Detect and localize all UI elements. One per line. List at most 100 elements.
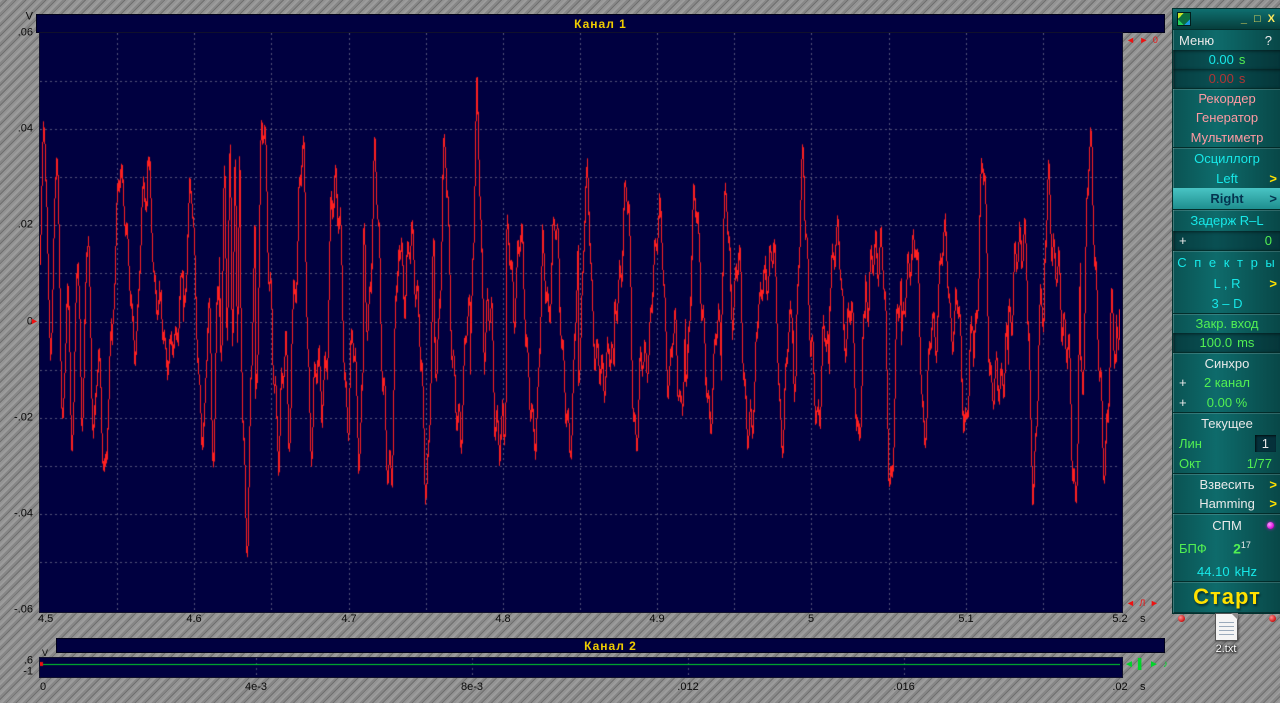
channel2-canvas[interactable] [40,658,1120,675]
channel1-y-unit: V [25,10,33,23]
channel2-title: Канал 2 [584,638,637,653]
start-button-label: Старт [1193,584,1261,609]
desktop-shortcut[interactable]: 2.txt [1198,613,1254,655]
panel-closed-input-time[interactable]: 100.0 ms [1173,333,1280,352]
text-label: L , R [1213,275,1241,291]
cursor-readout-top: ◄ ► 0 [1126,35,1159,45]
panel-start[interactable]: Старт [1173,581,1280,612]
text-label: Рекордер [1198,91,1256,106]
panel-time-aux[interactable]: 0.00 s [1173,69,1280,88]
text-label: С п е к т р ы [1177,254,1277,270]
y-tick: .06 [17,26,33,39]
status-dot-icon [1178,614,1185,622]
text-label: Текущее [1201,415,1253,431]
chevron-right-icon: > [1269,170,1277,186]
text-label: Лин [1179,435,1202,451]
panel-menu[interactable]: Меню? [1173,30,1280,50]
panel-spm[interactable]: СПМ [1173,513,1280,536]
spm-indicator-icon [1267,521,1274,529]
text-label: 3 – D [1211,295,1243,311]
x-tick: .012 [677,681,699,693]
panel-right-channel[interactable]: Right > [1173,188,1280,209]
panel-time-main[interactable]: 0.00 s [1173,50,1280,69]
text-label: Hamming [1199,496,1255,511]
value: 44.10 [1197,563,1230,579]
value: 0.00 [1208,52,1234,67]
x-tick: 4.9 [649,613,665,625]
panel-delay-value[interactable]: +0 [1173,231,1280,250]
zero-level-marker-icon[interactable]: ► [30,316,40,326]
channel2-y-axis: .6 -1 [0,0,36,700]
panel-sync-channel[interactable]: +2 канал [1173,373,1280,392]
channel2-x-unit: s [1140,681,1146,693]
channel2-controls: ◄ ▌ ► ♪ [1124,660,1168,670]
panel-oct[interactable]: Окт 1/77 [1173,453,1280,473]
y-tick: -.04 [14,507,33,520]
minimize-button[interactable]: _ [1240,12,1247,25]
value: 0.00 % [1206,394,1248,410]
text-label: + [1179,394,1187,410]
channel1-x-axis: 4.5 4.6 4.7 4.8 4.9 5 5.1 5.2 s [0,614,1172,627]
panel-spectra[interactable]: С п е к т р ы [1173,250,1280,273]
value: 1 [1254,434,1276,452]
strip-bar-icon[interactable]: ▌ [1137,659,1145,670]
panel-three-d[interactable]: 3 – D [1173,293,1280,313]
unit: ms [1237,335,1255,350]
panel-spectra-lr[interactable]: L , R > [1173,273,1280,293]
strip-left-arrow-icon[interactable]: ◄ [1124,659,1134,670]
panel-weighting[interactable]: Взвесить > [1173,473,1280,494]
x-tick: 4e-3 [244,681,268,693]
value: 0 [1264,233,1272,248]
unit: s [1238,71,1246,86]
right-panel-rows: Меню? 0.00 s 0.00 s Рекордер Генератор Мультиме… [1173,30,1280,624]
y-tick: .04 [17,122,33,135]
channel2-plot[interactable] [39,657,1123,678]
app-icon [1177,12,1191,26]
y-tick: -.06 [14,603,33,616]
y-tick: -.02 [14,411,33,424]
channel1-canvas[interactable] [40,33,1120,610]
panel-sample-rate[interactable]: 44.10 kHz [1173,561,1280,581]
x-tick: 4.6 [186,613,202,625]
unit: s [1238,52,1246,67]
panel-oscillograph[interactable]: Осциллогр [1173,147,1280,168]
panel-closed-input[interactable]: Закр. вход [1173,313,1280,333]
panel-left-channel[interactable]: Left > [1173,168,1280,188]
y-tick: -1 [23,665,33,678]
panel-multimeter[interactable]: Мультиметр [1173,127,1280,147]
value: 0.00 [1208,71,1234,86]
maximize-button[interactable]: □ [1254,12,1261,25]
chevron-right-icon: > [1269,275,1277,291]
text-file-icon [1214,613,1238,641]
panel-titlebar: _ □ X [1173,9,1280,30]
panel-lin[interactable]: Лин 1 [1173,433,1280,453]
panel-fft-size[interactable]: БПФ 217 [1173,536,1280,561]
panel-current: Текущее [1173,412,1280,433]
text-label: Задерж R–L [1190,213,1264,228]
text-label: Закр. вход [1195,316,1259,331]
panel-delay-rl[interactable]: Задерж R–L [1173,209,1280,231]
text-label: Синхро [1204,355,1250,371]
close-button[interactable]: X [1267,12,1275,25]
channel1-plot[interactable] [39,32,1123,613]
x-tick: 8e-3 [460,681,484,693]
channel2-y-unit: V [42,648,49,658]
panel-sync-level[interactable]: +0.00 % [1173,392,1280,412]
strip-right-arrow-icon[interactable]: ► [1149,659,1159,670]
text-label: Генератор [1195,110,1259,125]
value: 100.0 [1199,335,1233,350]
value: 1/77 [1246,455,1272,471]
panel-generator[interactable]: Генератор [1173,108,1280,127]
panel-recorder[interactable]: Рекордер [1173,88,1280,108]
x-tick: 5.1 [958,613,974,625]
chevron-right-icon: > [1269,191,1277,206]
y-tick: .6 [23,654,33,667]
text-label: Меню [1179,32,1215,48]
y-tick: .02 [17,218,33,231]
unit: kHz [1234,563,1257,579]
channel1-y-axis: V .06 .04 .02 0 -.02 -.04 -.06 [0,0,36,700]
x-tick: 0 [40,681,47,693]
strip-note-icon[interactable]: ♪ [1162,659,1168,670]
panel-fft-window[interactable]: Hamming > [1173,494,1280,513]
